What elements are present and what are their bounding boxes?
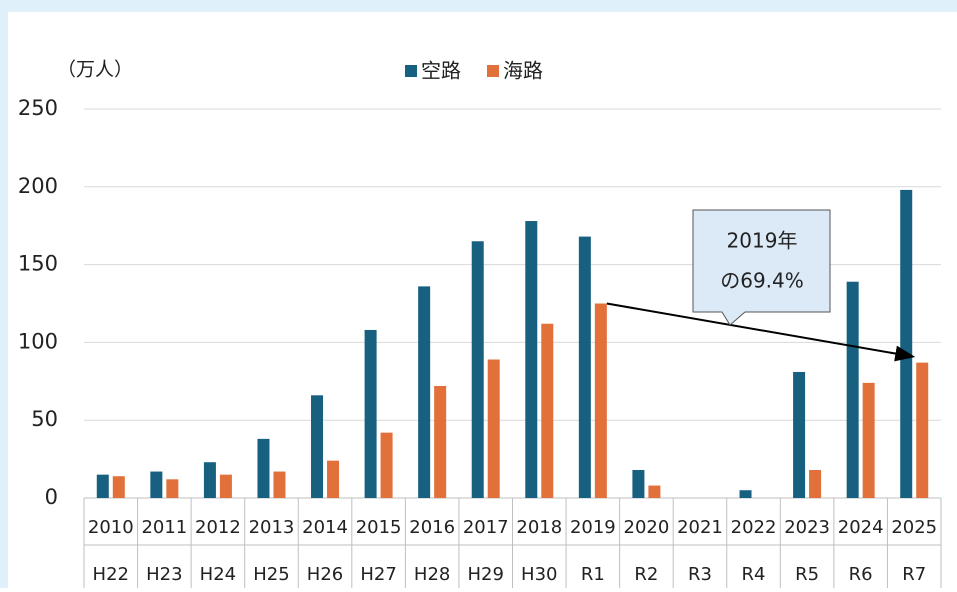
bar bbox=[219, 474, 232, 498]
y-tick-label: 200 bbox=[18, 174, 58, 198]
bar bbox=[434, 385, 447, 498]
x-tick-label-era: H24 bbox=[200, 564, 236, 585]
y-tick-label: 150 bbox=[18, 252, 58, 276]
x-tick-label: 2013 bbox=[249, 517, 295, 538]
x-tick-label: 2025 bbox=[891, 517, 937, 538]
bar bbox=[327, 460, 340, 498]
annotation-arrow bbox=[606, 302, 916, 362]
bar bbox=[257, 438, 270, 498]
callout-text: の69.4% bbox=[720, 269, 804, 293]
x-tick-label: 2020 bbox=[624, 517, 670, 538]
x-tick-label-era: R6 bbox=[849, 564, 873, 585]
x-tick-label-era: H23 bbox=[146, 564, 182, 585]
bar bbox=[525, 221, 538, 499]
y-tick-label: 250 bbox=[18, 96, 58, 120]
bar bbox=[166, 479, 179, 498]
y-unit-label: （万人） bbox=[57, 59, 133, 81]
callout-box bbox=[692, 209, 831, 326]
legend-label: 海路 bbox=[503, 59, 543, 83]
x-tick-label: 2023 bbox=[784, 517, 830, 538]
bar bbox=[364, 329, 377, 498]
x-tick-label: 2022 bbox=[731, 517, 777, 538]
bar bbox=[311, 395, 324, 498]
x-tick-label: 2024 bbox=[838, 517, 884, 538]
bar bbox=[846, 281, 859, 498]
x-tick-label: 2012 bbox=[195, 517, 241, 538]
bar bbox=[632, 469, 645, 498]
bar bbox=[648, 485, 661, 498]
x-tick-label-era: R5 bbox=[795, 564, 819, 585]
bar bbox=[96, 474, 109, 498]
y-tick-label: 0 bbox=[45, 485, 58, 509]
x-tick-label: 2018 bbox=[516, 517, 562, 538]
x-tick-label: 2019 bbox=[570, 517, 616, 538]
bar bbox=[203, 462, 216, 498]
x-tick-label-era: R3 bbox=[688, 564, 712, 585]
bar bbox=[541, 323, 554, 498]
legend-swatch bbox=[405, 65, 417, 77]
bar bbox=[793, 371, 806, 498]
x-tick-label: 2015 bbox=[356, 517, 402, 538]
x-tick-label: 2021 bbox=[677, 517, 723, 538]
y-tick-label: 100 bbox=[18, 329, 58, 353]
x-tick-label-era: R7 bbox=[902, 564, 926, 585]
bar bbox=[900, 189, 913, 499]
bar bbox=[150, 471, 163, 498]
x-tick-label-era: H30 bbox=[521, 564, 557, 585]
bar bbox=[578, 236, 591, 499]
legend-label: 空路 bbox=[421, 59, 461, 83]
bar bbox=[594, 303, 607, 498]
x-tick-label-era: R2 bbox=[634, 564, 658, 585]
bar bbox=[380, 432, 393, 498]
x-tick-label: 2017 bbox=[463, 517, 509, 538]
x-tick-label: 2011 bbox=[141, 517, 187, 538]
x-tick-label-era: R4 bbox=[742, 564, 766, 585]
bar bbox=[418, 286, 431, 498]
x-tick-label-era: H26 bbox=[307, 564, 343, 585]
bar bbox=[739, 490, 752, 498]
bar bbox=[273, 471, 286, 498]
legend-swatch bbox=[487, 65, 499, 77]
bar bbox=[487, 359, 500, 498]
x-tick-label: 2016 bbox=[409, 517, 455, 538]
bar bbox=[809, 469, 822, 498]
x-tick-label-era: H28 bbox=[414, 564, 450, 585]
x-tick-label-era: H29 bbox=[467, 564, 503, 585]
x-tick-label-era: H27 bbox=[360, 564, 396, 585]
x-tick-label-era: H22 bbox=[93, 564, 129, 585]
callout-text: 2019年 bbox=[727, 229, 798, 253]
bar bbox=[112, 476, 125, 498]
x-tick-label: 2010 bbox=[88, 517, 134, 538]
x-tick-label-era: R1 bbox=[581, 564, 605, 585]
x-tick-label: 2014 bbox=[302, 517, 348, 538]
x-tick-label-era: H25 bbox=[253, 564, 289, 585]
bar bbox=[916, 362, 929, 498]
bar bbox=[471, 241, 484, 498]
y-tick-label: 50 bbox=[31, 407, 58, 431]
bar bbox=[862, 382, 875, 498]
